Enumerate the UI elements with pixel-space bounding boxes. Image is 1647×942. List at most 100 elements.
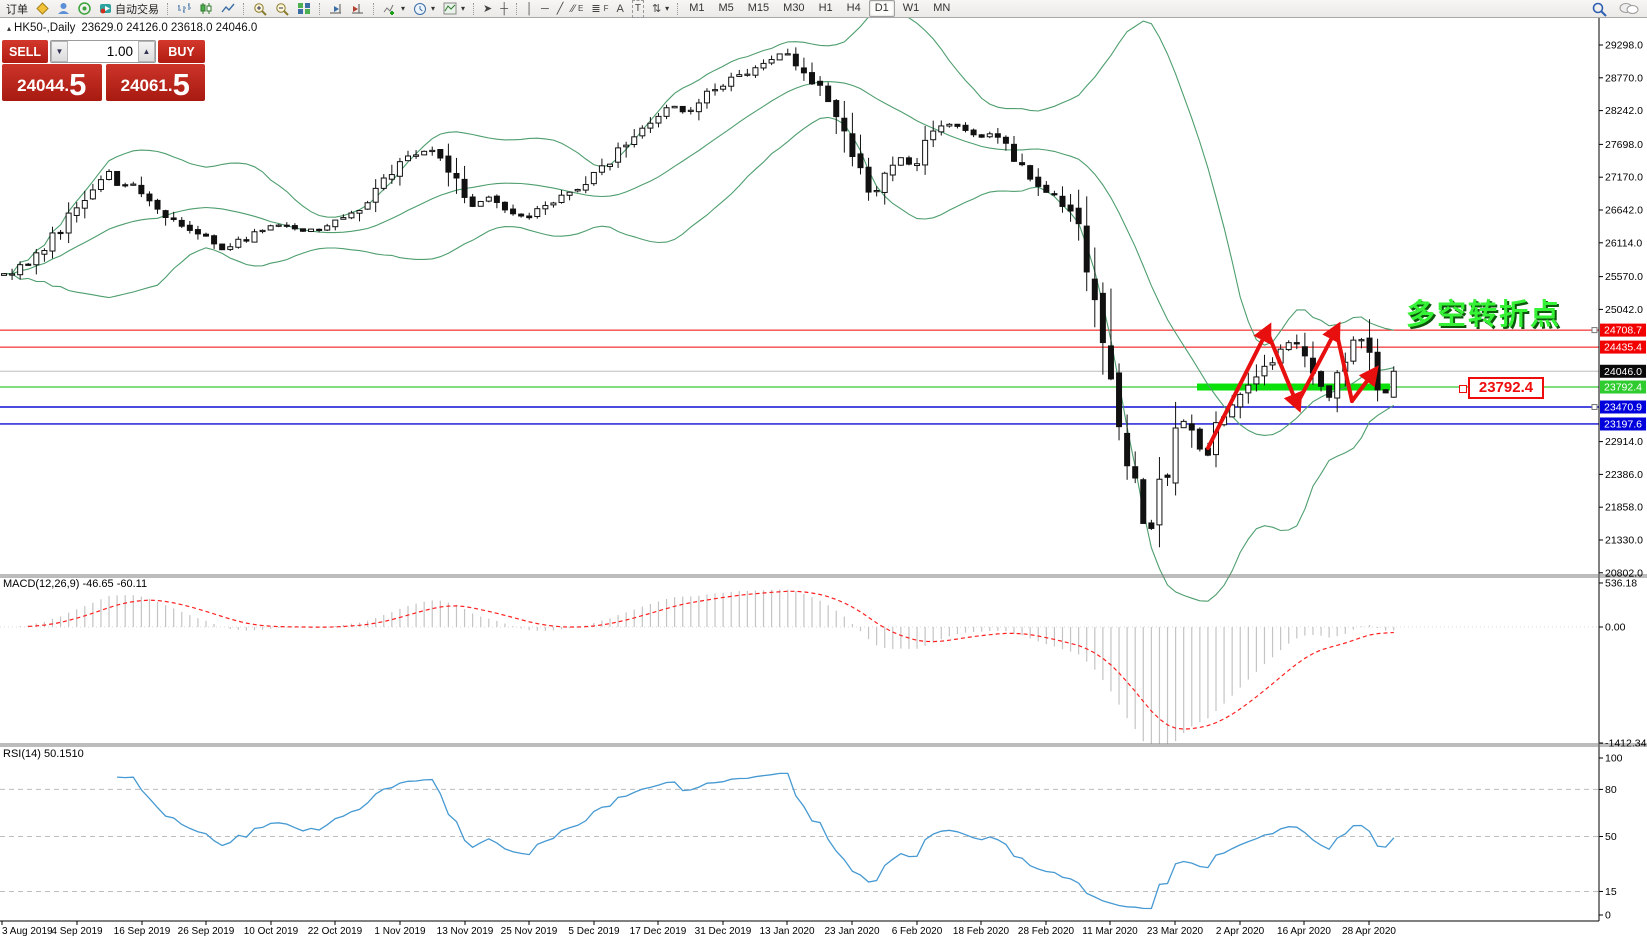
timeframe-m30[interactable]: M30: [783, 2, 805, 14]
separator: [516, 2, 518, 15]
macd-label: MACD(12,26,9) -46.65 -60.11: [3, 578, 148, 590]
buy-price-frac: 5: [172, 67, 190, 102]
line-chart-icon: [221, 3, 235, 13]
chart-frame: [0, 18, 1647, 922]
templates-button[interactable]: ▾: [439, 1, 469, 17]
separator: [319, 2, 321, 15]
auto-trading-button[interactable]: 自动交易: [95, 1, 163, 17]
turning-point-annotation: 多空转折点: [1406, 299, 1562, 331]
main-price-pane: [0, 327, 1599, 425]
vertical-line-button[interactable]: │: [522, 1, 537, 17]
zoom-out-icon: [276, 2, 289, 16]
horizontal-line-button[interactable]: ─: [537, 1, 553, 17]
timeframe-h4[interactable]: H4: [846, 2, 861, 14]
volume-decrease-button[interactable]: ▼: [51, 41, 68, 62]
new-order-button[interactable]: 订单: [2, 1, 32, 17]
svg-text:3 Aug 2019: 3 Aug 2019: [2, 926, 53, 937]
text-tool-button[interactable]: A: [613, 1, 628, 17]
trendline-button[interactable]: ╱: [553, 1, 568, 17]
svg-text:24708.7: 24708.7: [1604, 325, 1642, 337]
timeframe-m1[interactable]: M1: [689, 2, 705, 14]
chat-icon[interactable]: [1619, 2, 1639, 16]
auto-trading-label: 自动交易: [115, 3, 159, 16]
volume-increase-button[interactable]: ▲: [138, 41, 155, 62]
svg-text:28 Apr 2020: 28 Apr 2020: [1342, 926, 1396, 937]
svg-text:2 Apr 2020: 2 Apr 2020: [1216, 926, 1265, 937]
tile-windows-button[interactable]: [293, 1, 315, 17]
line-endpoint-marker[interactable]: [1591, 403, 1598, 410]
channel-button[interactable]: ⁄⁄ E: [567, 1, 587, 17]
svg-text:0: 0: [1605, 910, 1611, 922]
svg-text:1 Nov 2019: 1 Nov 2019: [374, 926, 426, 937]
svg-text:16 Sep 2019: 16 Sep 2019: [114, 926, 171, 937]
timeframe-h1[interactable]: H1: [818, 2, 833, 14]
svg-text:5 Dec 2019: 5 Dec 2019: [568, 926, 620, 937]
timeframe-w1[interactable]: W1: [902, 2, 920, 14]
volume-stepper: ▼ 1.00 ▲: [50, 40, 156, 63]
buy-button[interactable]: BUY: [158, 40, 205, 63]
svg-text:23 Jan 2020: 23 Jan 2020: [824, 926, 879, 937]
separator: [167, 2, 169, 15]
svg-text:15: 15: [1605, 886, 1617, 898]
buy-price-dot: .: [167, 76, 173, 95]
svg-text:-1412.34: -1412.34: [1605, 737, 1647, 749]
line-chart-button[interactable]: [217, 1, 239, 17]
candlestick-button[interactable]: [195, 1, 217, 17]
svg-text:13 Jan 2020: 13 Jan 2020: [759, 926, 814, 937]
price-axis[interactable]: 29298.0 28770.0 28242.0 27698.0 27170.0 26642…: [1599, 40, 1647, 922]
svg-text:23 Mar 2020: 23 Mar 2020: [1147, 926, 1204, 937]
tile-windows-icon: [298, 3, 310, 14]
zoom-in-button[interactable]: [249, 1, 271, 17]
svg-text:23197.6: 23197.6: [1604, 418, 1642, 430]
search-icon[interactable]: [1592, 2, 1607, 17]
signal-icon: [78, 2, 91, 15]
bollinger-bands: [3, 9, 1395, 602]
timeframe-mn[interactable]: MN: [933, 2, 951, 14]
sell-price-button[interactable]: 24044. 5: [2, 64, 102, 101]
community-icon[interactable]: [53, 1, 74, 17]
cursor-button[interactable]: ➤: [479, 1, 496, 17]
svg-text:28 Feb 2020: 28 Feb 2020: [1018, 926, 1075, 937]
chart-shift-button[interactable]: [347, 1, 369, 17]
signals-icon[interactable]: [74, 1, 95, 17]
volume-input[interactable]: 1.00: [106, 44, 133, 59]
price-tag-annotation[interactable]: 23792.4: [1468, 377, 1544, 399]
crosshair-button[interactable]: ┼: [496, 1, 512, 17]
symbol-period-label: HK50-,Daily: [14, 22, 76, 34]
support-highlight-band: [1197, 383, 1390, 391]
line-endpoint-marker[interactable]: [1591, 327, 1598, 334]
sell-button[interactable]: SELL: [2, 40, 48, 63]
fibonacci-button[interactable]: ≣ F: [587, 1, 612, 17]
separator: [243, 2, 245, 15]
auto-scroll-button[interactable]: [325, 1, 347, 17]
svg-text:27698.0: 27698.0: [1605, 139, 1643, 151]
collapse-arrow-icon[interactable]: ▴: [7, 24, 12, 33]
timeframe-d1[interactable]: D1: [868, 0, 895, 17]
label-tool-icon: T: [631, 0, 644, 18]
periods-button[interactable]: ▾: [409, 1, 439, 17]
zoom-out-button[interactable]: [271, 1, 293, 17]
timeframe-m5[interactable]: M5: [718, 2, 734, 14]
svg-text:31 Dec 2019: 31 Dec 2019: [695, 926, 752, 937]
timeframe-bar: M1 M5 M15 M30 H1 H4 D1 W1 MN: [683, 0, 956, 17]
svg-text:25570.0: 25570.0: [1605, 271, 1643, 283]
bar-chart-button[interactable]: [173, 1, 195, 17]
indicators-button[interactable]: ▾: [379, 1, 409, 17]
alert-icon[interactable]: [32, 1, 53, 17]
buy-price-button[interactable]: 24061. 5: [105, 64, 205, 102]
arrows-tool-button[interactable]: ⇅ ▾: [648, 1, 673, 17]
svg-text:80: 80: [1605, 784, 1617, 796]
fibonacci-icon: ≣: [591, 2, 601, 15]
label-tool-button[interactable]: T: [628, 0, 648, 18]
bar-chart-icon: [178, 3, 191, 13]
timeframe-m15[interactable]: M15: [747, 2, 770, 14]
svg-text:21330.0: 21330.0: [1605, 534, 1643, 546]
zoom-in-icon: [254, 2, 267, 16]
svg-text:25042.0: 25042.0: [1605, 304, 1643, 316]
chart-shift-icon: [352, 4, 363, 14]
svg-text:18 Feb 2020: 18 Feb 2020: [953, 926, 1010, 937]
channel-label: E: [578, 3, 584, 13]
